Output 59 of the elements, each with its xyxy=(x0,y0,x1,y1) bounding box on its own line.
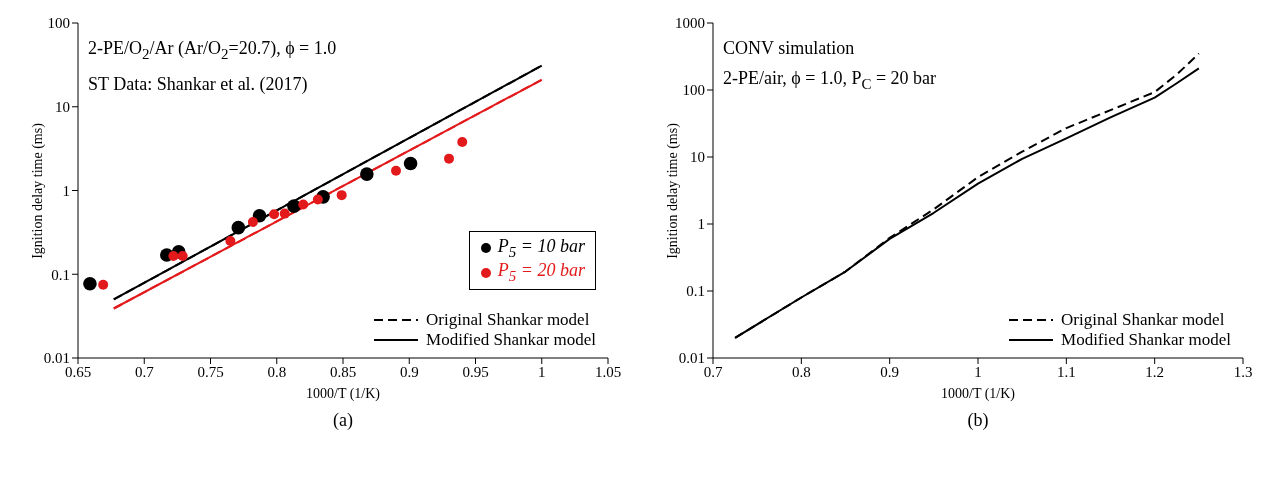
point xyxy=(225,235,236,246)
y-tick-label: 1 xyxy=(697,216,705,233)
point xyxy=(457,136,468,147)
x-tick-label: 0.9 xyxy=(880,363,900,380)
y-axis-title: Ignition delay time (ms) xyxy=(665,122,680,259)
x-tick-label: 0.7 xyxy=(134,363,155,380)
annotation: 2-PE/air, ϕ = 1.0, P$_{C}$ = 20 bar xyxy=(723,68,937,92)
point xyxy=(231,220,246,235)
point xyxy=(391,165,401,176)
point xyxy=(287,199,301,213)
annotation: CONV simulation xyxy=(723,38,855,58)
x-tick-label: 0.8 xyxy=(791,363,811,380)
y-tick-label: 1000 xyxy=(675,15,705,32)
y-tick-label: 0.1 xyxy=(686,283,705,300)
x-tick-label: 1.2 xyxy=(1145,363,1165,380)
x-tick-label: 0.85 xyxy=(329,363,357,380)
point xyxy=(269,209,280,220)
y-tick-label: 0.01 xyxy=(678,350,705,367)
legend-label: P$_{5}$ = 10 bar xyxy=(497,235,585,261)
text: (b) xyxy=(967,410,989,430)
legend-label: Original Shankar model xyxy=(1061,310,1225,330)
point xyxy=(177,251,188,262)
point xyxy=(168,251,179,262)
x-tick-label: 0.7 xyxy=(703,363,723,380)
point xyxy=(403,156,418,171)
x-tick-label: 0.8 xyxy=(267,363,287,380)
text: (a) xyxy=(333,410,353,430)
x-tick-label: 1.05 xyxy=(594,363,622,380)
x-tick-label: 1 xyxy=(538,363,546,380)
y-tick-label: 100 xyxy=(47,15,70,32)
annotation: 2-PE/O$_{2}$/Ar (Ar/O$_{2}$=20.7), ϕ = 1.0 xyxy=(88,38,337,62)
point xyxy=(247,217,258,228)
y-tick-label: 0.1 xyxy=(51,266,70,283)
y-axis-title: Ignition delay time (ms) xyxy=(30,122,45,259)
x-axis-title: 1000/T (1/K) xyxy=(305,386,381,401)
point xyxy=(83,276,97,291)
x-axis-title: 1000/T (1/K) xyxy=(940,386,1016,401)
point xyxy=(312,194,323,205)
x-tick-label: 0.75 xyxy=(197,363,224,380)
point xyxy=(279,208,290,219)
legend-label: Modified Shankar model xyxy=(426,330,596,350)
annotation: ST Data: Shankar et al. (2017) xyxy=(88,73,308,94)
point xyxy=(444,153,454,164)
point xyxy=(336,190,347,201)
x-tick-label: 1 xyxy=(974,363,982,380)
legend-label: Original Shankar model xyxy=(426,310,590,330)
legend-label: P$_{5}$ = 20 bar xyxy=(497,260,585,285)
x-tick-label: 0.9 xyxy=(399,363,419,380)
point xyxy=(298,199,309,210)
y-tick-label: 10 xyxy=(690,149,705,166)
legend-label: Modified Shankar model xyxy=(1061,330,1231,350)
point xyxy=(98,279,109,290)
y-tick-label: 1 xyxy=(62,182,70,199)
y-tick-label: 10 xyxy=(55,99,70,116)
x-tick-label: 1.1 xyxy=(1056,363,1076,380)
point xyxy=(360,167,374,181)
x-tick-label: 0.95 xyxy=(462,363,489,380)
x-tick-label: 1.3 xyxy=(1233,363,1253,380)
y-tick-label: 100 xyxy=(682,82,705,99)
